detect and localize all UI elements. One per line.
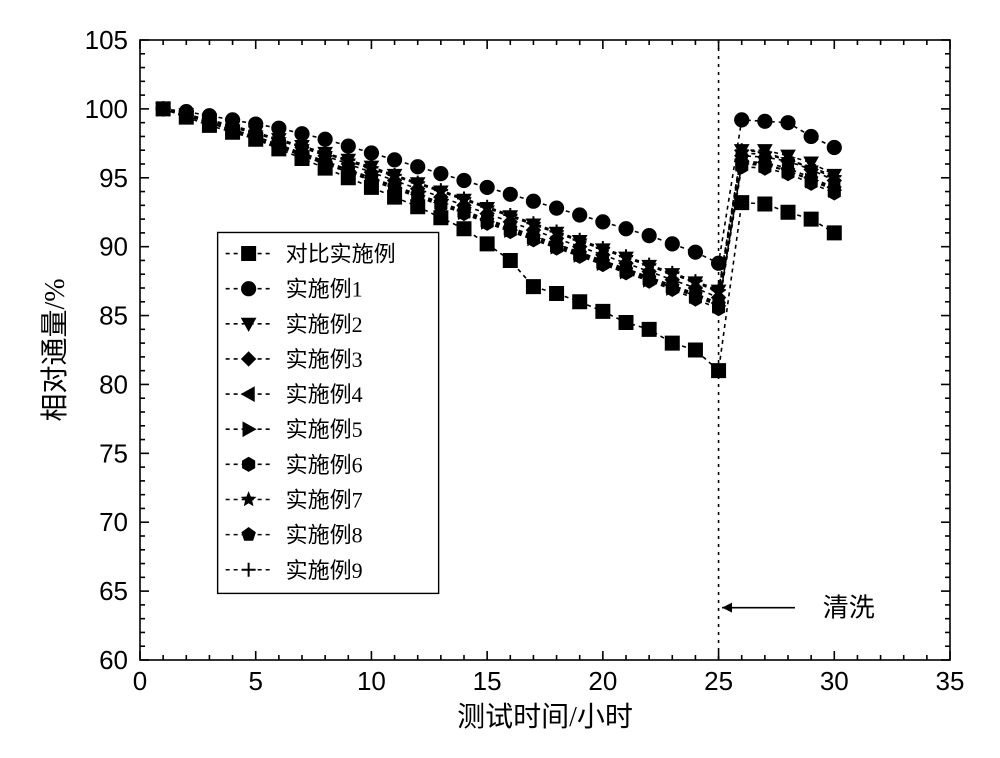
svg-text:105: 105 xyxy=(85,25,128,55)
legend-item-ex1: 实施例1 xyxy=(286,277,363,302)
svg-text:0: 0 xyxy=(133,666,147,696)
legend-item-comp: 对比实施例 xyxy=(286,242,396,267)
svg-text:35: 35 xyxy=(936,666,965,696)
legend-item-ex7: 实施例7 xyxy=(286,487,363,512)
svg-text:100: 100 xyxy=(85,94,128,124)
legend-item-ex5: 实施例5 xyxy=(286,417,363,442)
legend-item-ex8: 实施例8 xyxy=(286,523,363,548)
x-axis-label: 测试时间/小时 xyxy=(457,701,633,733)
svg-text:85: 85 xyxy=(99,301,128,331)
svg-text:60: 60 xyxy=(99,645,128,675)
svg-text:20: 20 xyxy=(588,666,617,696)
svg-text:95: 95 xyxy=(99,163,128,193)
svg-text:30: 30 xyxy=(820,666,849,696)
legend-item-ex2: 实施例2 xyxy=(286,312,363,337)
svg-text:80: 80 xyxy=(99,369,128,399)
svg-text:25: 25 xyxy=(704,666,733,696)
svg-text:90: 90 xyxy=(99,232,128,262)
svg-text:10: 10 xyxy=(357,666,386,696)
svg-text:70: 70 xyxy=(99,507,128,537)
legend-item-ex9: 实施例9 xyxy=(286,558,363,583)
annotation-label: 清洗 xyxy=(823,594,875,623)
legend-item-ex4: 实施例4 xyxy=(286,382,363,407)
svg-text:75: 75 xyxy=(99,438,128,468)
legend-item-ex3: 实施例3 xyxy=(286,347,363,372)
chart-container: 0 5 10 15 20 25 30 35 60 65 70 75 80 85 90 95 100 105 测试时间… xyxy=(0,0,1000,758)
chart-svg: 0 5 10 15 20 25 30 35 60 65 70 75 80 85 90 95 100 105 测试时间… xyxy=(0,0,1000,758)
legend: 对比实施例实施例1 实施例2 实施例3 实施例4 实施例5 实施例6 实施例7 实施例8 实施例… xyxy=(218,232,439,593)
svg-text:5: 5 xyxy=(248,666,262,696)
svg-text:65: 65 xyxy=(99,576,128,606)
svg-text:15: 15 xyxy=(473,666,502,696)
y-axis-label: 相对通量/% xyxy=(39,278,71,421)
legend-item-ex6: 实施例6 xyxy=(286,452,363,477)
